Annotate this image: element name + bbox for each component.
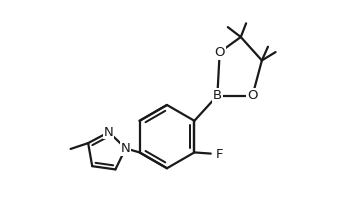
Text: F: F xyxy=(215,148,223,161)
Text: O: O xyxy=(247,89,258,102)
Text: B: B xyxy=(213,89,222,102)
Text: N: N xyxy=(104,126,114,139)
Text: N: N xyxy=(121,142,130,155)
Text: O: O xyxy=(214,46,225,59)
